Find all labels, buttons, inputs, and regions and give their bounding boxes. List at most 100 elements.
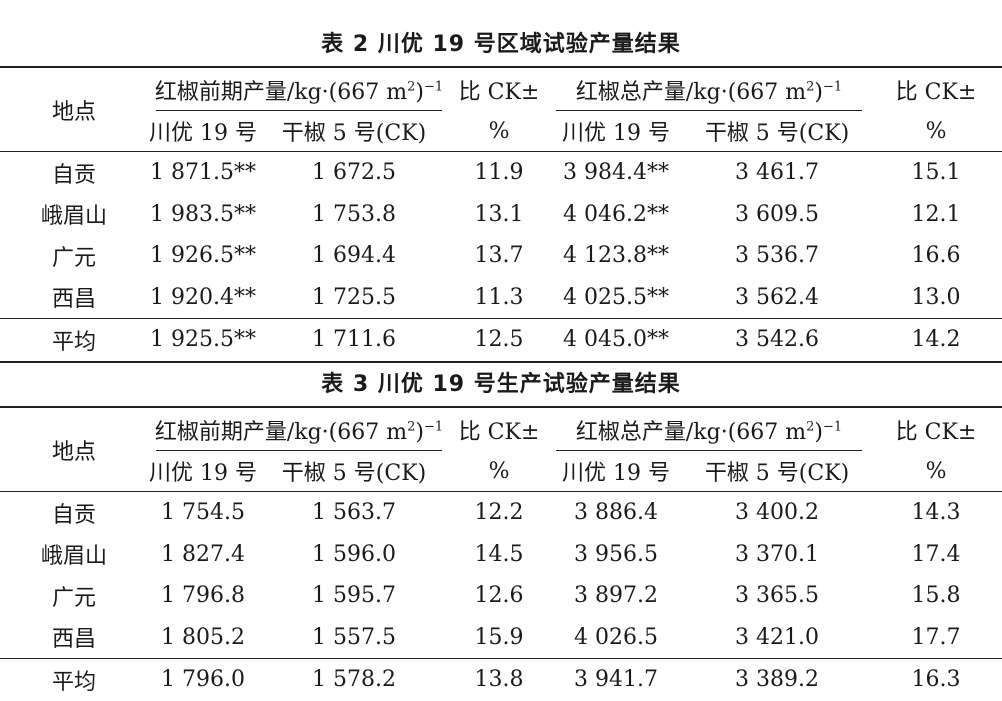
header-variety-b: 干椒 5 号(CK)	[704, 121, 850, 146]
table-row: 广元 1 796.8 1 595.7 12.6 3 897.2 3 365.5 15.8	[0, 575, 1002, 617]
cell-early-variety-b: 1 694.4	[312, 243, 396, 269]
unit-close: )	[415, 419, 424, 445]
cell-location: 广元	[51, 245, 96, 271]
cell-early-variety-a: 1 920.4**	[150, 284, 256, 310]
cell-total-variety-b: 3 461.7	[735, 160, 820, 186]
unit-superscript: 2	[407, 79, 416, 95]
cell-early-variety-b: 1 563.7	[312, 500, 396, 526]
cell-early-variety-a: 1 926.5**	[150, 243, 256, 269]
cell-early-variety-b: 1 711.6	[258, 318, 451, 363]
header-variety-b: 干椒 5 号(CK)	[704, 461, 850, 486]
cell-location: 自贡	[51, 162, 96, 188]
cell-total-variety-b: 3 421.0	[735, 624, 820, 650]
cell-early-compare: 12.2	[474, 500, 524, 526]
cell-early-variety-b: 1 557.5	[312, 624, 396, 650]
cell-early-variety-b: 1 578.2	[258, 658, 451, 701]
cell-early-compare: 12.5	[450, 318, 549, 363]
cell-early-compare: 14.5	[474, 541, 524, 567]
cell-early-variety-b: 1 595.7	[312, 583, 396, 609]
cell-total-variety-a: 3 897.2	[574, 583, 658, 609]
header-variety-a: 川优 19 号	[149, 461, 257, 486]
unit-exponent: −1	[423, 79, 444, 95]
header-percent: %	[488, 118, 510, 144]
table-2-caption: 表 2 川优 19 号区域试验产量结果	[321, 32, 681, 57]
cell-early-variety-b: 1 672.5	[312, 160, 396, 186]
header-variety-a: 川优 19 号	[562, 121, 670, 146]
cell-total-variety-b: 3 542.6	[684, 318, 871, 363]
cell-location: 峨眉山	[40, 204, 107, 230]
unit-superscript: 2	[806, 79, 815, 95]
cell-location: 平均	[0, 318, 148, 363]
table-2: 地点 红椒前期产量/kg·(667 m2)−1 比 CK± 红椒总产量/kg·(…	[0, 66, 1002, 363]
cell-total-variety-b: 3 389.2	[684, 658, 871, 701]
header-variety-a: 川优 19 号	[562, 461, 670, 486]
unit-superscript: 2	[806, 419, 815, 435]
cell-total-compare: 16.6	[911, 243, 961, 269]
cell-early-compare: 13.8	[450, 658, 549, 701]
cell-total-variety-a: 3 941.7	[548, 658, 685, 701]
cell-early-compare: 12.6	[474, 583, 524, 609]
header-variety-a: 川优 19 号	[149, 121, 257, 146]
cell-early-variety-a: 1 796.0	[148, 658, 258, 701]
header-percent: %	[925, 118, 947, 144]
table-row: 峨眉山 1 983.5** 1 753.8 13.1 4 046.2** 3 609.5 1…	[0, 194, 1002, 236]
header-compare-early: 比 CK±	[458, 419, 540, 445]
cell-total-compare: 15.8	[911, 583, 961, 609]
table-row: 广元 1 926.5** 1 694.4 13.7 4 123.8** 3 536.7 16…	[0, 235, 1002, 277]
cell-total-variety-b: 3 609.5	[735, 201, 820, 227]
cell-total-variety-a: 4 046.2**	[563, 201, 669, 227]
header-early-yield: 红椒前期产量/kg·(667 m2)−1	[148, 67, 450, 111]
cell-total-compare: 15.1	[911, 160, 961, 186]
cell-early-variety-b: 1 753.8	[312, 201, 396, 227]
header-early-yield-text: 红椒前期产量/kg·(667 m	[154, 79, 408, 105]
header-location: 地点	[0, 407, 148, 492]
cell-location: 广元	[51, 585, 96, 611]
cell-early-variety-a: 1 827.4	[161, 541, 245, 567]
cell-total-compare: 14.2	[870, 318, 1002, 363]
header-total-yield: 红椒总产量/kg·(667 m2)−1	[548, 407, 870, 451]
cell-total-variety-a: 4 026.5	[574, 624, 658, 650]
header-percent: %	[488, 458, 510, 484]
cell-early-variety-a: 1 983.5**	[150, 201, 256, 227]
cell-early-variety-a: 1 805.2	[161, 624, 245, 650]
cell-total-variety-b: 3 400.2	[735, 500, 820, 526]
cell-early-compare: 13.7	[474, 243, 524, 269]
cell-early-compare: 13.1	[474, 201, 524, 227]
cell-location: 平均	[0, 658, 148, 701]
cell-early-variety-b: 1 725.5	[312, 284, 396, 310]
cell-location: 自贡	[51, 502, 96, 528]
cell-early-compare: 15.9	[474, 624, 524, 650]
table-row: 峨眉山 1 827.4 1 596.0 14.5 3 956.5 3 370.1 17.4	[0, 534, 1002, 576]
table-row: 西昌 1 805.2 1 557.5 15.9 4 026.5 3 421.0 17.7	[0, 617, 1002, 659]
cell-early-variety-a: 1 871.5**	[150, 160, 256, 186]
cell-early-variety-a: 1 925.5**	[148, 318, 258, 363]
unit-exponent: −1	[423, 419, 444, 435]
table-3-caption: 表 3 川优 19 号生产试验产量结果	[321, 372, 681, 397]
unit-close: )	[814, 419, 823, 445]
table-row-average: 平均 1 925.5** 1 711.6 12.5 4 045.0** 3 542.6 14…	[0, 318, 1002, 363]
header-percent: %	[925, 458, 947, 484]
cell-location: 峨眉山	[40, 544, 107, 570]
unit-exponent: −1	[823, 419, 843, 435]
cell-early-compare: 11.3	[474, 284, 524, 310]
table-3: 地点 红椒前期产量/kg·(667 m2)−1 比 CK± 红椒总产量/kg·(…	[0, 406, 1002, 701]
cell-location: 西昌	[51, 627, 96, 653]
header-location: 地点	[0, 67, 148, 152]
unit-close: )	[814, 79, 823, 105]
cell-total-variety-a: 4 045.0**	[548, 318, 685, 363]
cell-total-variety-b: 3 562.4	[735, 284, 820, 310]
cell-early-compare: 11.9	[474, 160, 524, 186]
cell-total-variety-a: 3 984.4**	[563, 160, 669, 186]
cell-total-compare: 13.0	[911, 284, 961, 310]
header-total-yield: 红椒总产量/kg·(667 m2)−1	[548, 67, 870, 111]
header-total-yield-text: 红椒总产量/kg·(667 m	[575, 79, 807, 105]
cell-total-compare: 16.3	[870, 658, 1002, 701]
header-compare-total: 比 CK±	[895, 419, 977, 445]
cell-total-compare: 14.3	[911, 500, 961, 526]
cell-total-compare: 12.1	[911, 201, 961, 227]
cell-early-variety-b: 1 596.0	[312, 541, 396, 567]
cell-total-variety-b: 3 370.1	[735, 541, 820, 567]
cell-early-variety-a: 1 754.5	[161, 500, 245, 526]
unit-exponent: −1	[823, 79, 843, 95]
table-row: 自贡 1 754.5 1 563.7 12.2 3 886.4 3 400.2 14.3	[0, 492, 1002, 534]
